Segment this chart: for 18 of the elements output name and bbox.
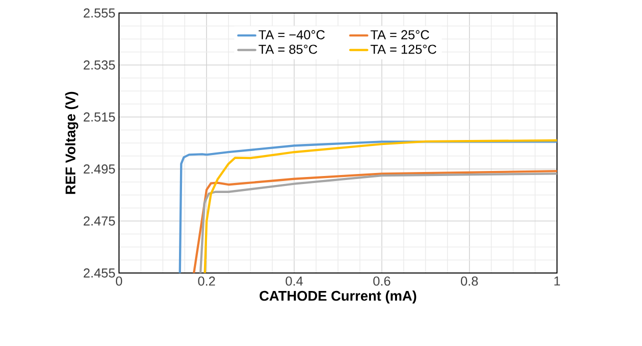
x-tick-label: 1 bbox=[554, 276, 560, 286]
y-tick-label: 2.535 bbox=[84, 60, 115, 70]
y-tick-label: 2.455 bbox=[84, 268, 115, 278]
x-tick-label: 0.2 bbox=[198, 276, 215, 286]
x-tick-label: 0.8 bbox=[460, 276, 478, 286]
y-tick-label: 2.555 bbox=[84, 8, 115, 18]
y-axis-title: REF Voltage (V) bbox=[65, 92, 78, 194]
y-tick-label: 2.515 bbox=[84, 112, 115, 122]
x-tick-label: 0.4 bbox=[286, 276, 303, 286]
y-tick-label: 2.475 bbox=[84, 216, 115, 226]
legend-label: TA = −40°C bbox=[258, 30, 325, 40]
legend-label: TA = 25°C bbox=[370, 30, 430, 40]
x-axis-title: CATHODE Current (mA) bbox=[260, 290, 416, 304]
legend-label: TA = 125°C bbox=[370, 44, 436, 54]
legend-label: TA = 85°C bbox=[258, 44, 318, 54]
y-tick-label: 2.495 bbox=[84, 164, 115, 174]
x-tick-label: 0.6 bbox=[373, 276, 390, 286]
x-tick-label: 0 bbox=[116, 276, 122, 286]
